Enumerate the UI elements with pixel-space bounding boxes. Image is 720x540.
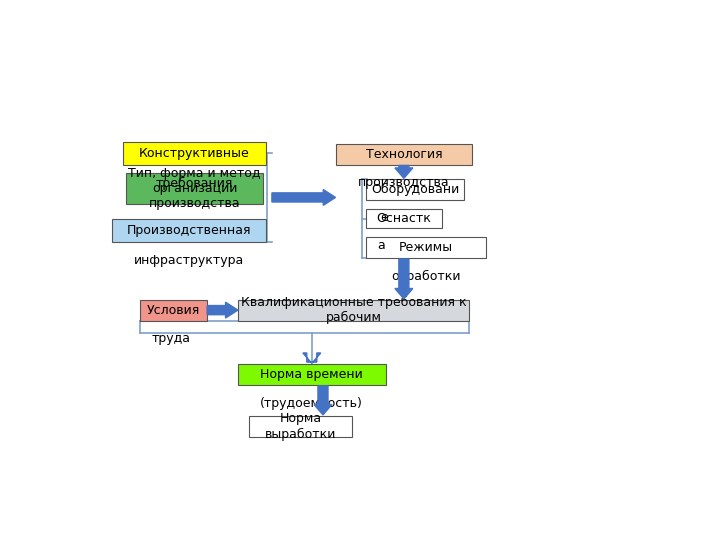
FancyBboxPatch shape <box>238 364 386 385</box>
Text: Тип, форма и метод
организации
производства: Тип, форма и метод организации производс… <box>128 167 261 210</box>
FancyBboxPatch shape <box>249 416 352 437</box>
Text: труда: труда <box>151 332 190 345</box>
Text: е: е <box>380 211 388 224</box>
Text: обработки: обработки <box>392 270 461 283</box>
FancyBboxPatch shape <box>238 300 469 321</box>
FancyBboxPatch shape <box>366 179 464 200</box>
Text: а: а <box>378 239 385 252</box>
Text: производства: производства <box>358 176 450 189</box>
Text: Квалификационные требования к
рабочим: Квалификационные требования к рабочим <box>241 296 467 324</box>
Text: Норма
выработки: Норма выработки <box>265 413 336 441</box>
FancyBboxPatch shape <box>366 238 486 258</box>
Text: Конструктивные: Конструктивные <box>139 147 250 160</box>
FancyBboxPatch shape <box>336 144 472 165</box>
FancyBboxPatch shape <box>140 300 207 321</box>
FancyBboxPatch shape <box>112 219 266 241</box>
FancyArrow shape <box>207 302 238 318</box>
Text: инфраструктура: инфраструктура <box>134 254 244 267</box>
FancyArrow shape <box>272 190 336 205</box>
FancyArrow shape <box>314 386 332 415</box>
FancyBboxPatch shape <box>126 173 263 204</box>
Text: требования: требования <box>156 177 233 190</box>
FancyArrow shape <box>395 165 413 178</box>
Text: Оснастк: Оснастк <box>377 212 431 225</box>
FancyArrow shape <box>395 259 413 299</box>
Text: Производственная: Производственная <box>127 224 251 237</box>
Text: Технология: Технология <box>366 148 442 161</box>
Text: Оборудовани: Оборудовани <box>371 183 459 196</box>
Text: (трудоемкость): (трудоемкость) <box>261 396 364 410</box>
Text: Норма времени: Норма времени <box>261 368 363 381</box>
FancyBboxPatch shape <box>124 141 266 165</box>
Text: Режимы: Режимы <box>399 241 454 254</box>
FancyBboxPatch shape <box>366 208 441 228</box>
Text: Условия: Условия <box>147 303 200 316</box>
FancyArrow shape <box>303 353 320 363</box>
